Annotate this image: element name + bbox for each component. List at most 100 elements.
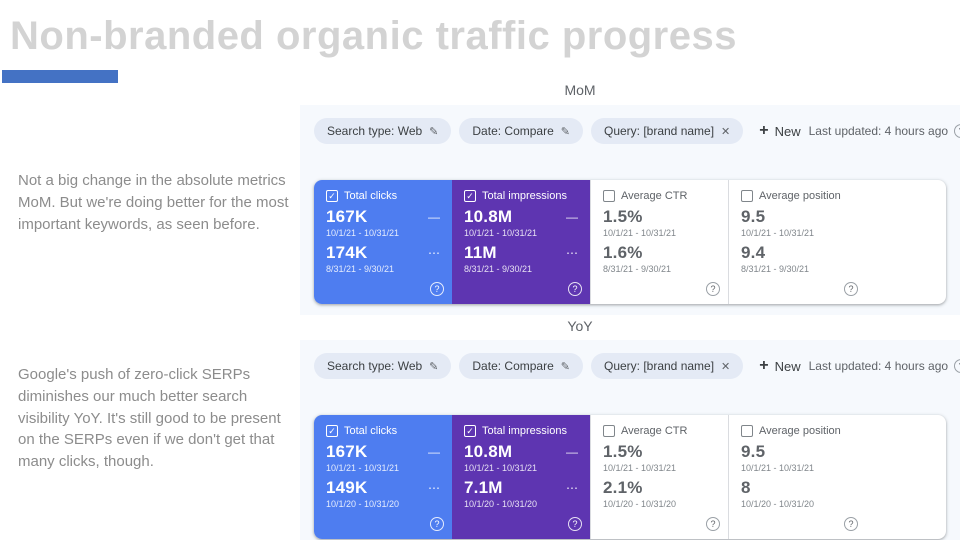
search-console-panel-yoy: Search type: Web ✎ Date: Compare ✎ Query… [300,340,960,540]
filter-bar: Search type: Web ✎ Date: Compare ✎ Query… [300,340,960,379]
metric-card-total-clicks[interactable]: ✓ Total clicks 167K — 10/1/21 - 10/31/21… [314,180,452,304]
filter-chip-date[interactable]: Date: Compare ✎ [459,118,583,144]
dash-icon: — [566,210,578,224]
ellipsis-icon: ⋯ [428,246,440,260]
metric-value-current: 1.5% [603,442,643,461]
metric-card-header: Average CTR [603,190,716,202]
last-updated-text: Last updated: 4 hours ago [808,124,949,138]
checkbox-unchecked[interactable] [603,425,615,437]
metric-card-title: Total clicks [344,425,398,437]
checkbox-checked[interactable]: ✓ [326,425,338,437]
metric-period-current: 10/1/21 - 10/31/21 [741,228,815,238]
filter-chip-label: Query: [brand name] [603,359,715,373]
filter-chip-search-type[interactable]: Search type: Web ✎ [314,118,452,144]
help-icon[interactable]: ? [568,517,582,531]
metric-value-previous: 149K [326,478,368,497]
help-icon[interactable]: ? [430,517,444,531]
metric-period-previous: 8/31/21 - 9/30/21 [603,264,672,274]
metric-card-title: Average CTR [621,190,688,202]
metric-card-header: ✓ Total impressions [464,425,578,437]
metric-value-previous: 9.4 [741,243,766,262]
metric-card-title: Average position [759,425,841,437]
metric-card-average-ctr[interactable]: Average CTR 1.5% 10/1/21 - 10/31/21 2.1%… [590,415,728,539]
metric-value-previous: 8 [741,478,751,497]
new-filter-button[interactable]: + New [759,357,800,375]
close-icon[interactable]: ✕ [721,360,731,373]
metric-card-average-position[interactable]: Average position 9.5 10/1/21 - 10/31/21 … [728,415,866,539]
metric-card-total-impressions[interactable]: ✓ Total impressions 10.8M — 10/1/21 - 10… [452,180,590,304]
metric-card-total-impressions[interactable]: ✓ Total impressions 10.8M — 10/1/21 - 10… [452,415,590,539]
checkbox-checked[interactable]: ✓ [464,190,476,202]
metric-value-current: 167K [326,442,368,461]
filter-chip-search-type[interactable]: Search type: Web ✎ [314,353,452,379]
metric-value-current: 9.5 [741,207,766,226]
close-icon[interactable]: ✕ [721,125,731,138]
checkbox-checked[interactable]: ✓ [464,425,476,437]
metric-value-previous: 7.1M [464,478,503,497]
help-icon[interactable]: ? [844,517,858,531]
metric-card-average-ctr[interactable]: Average CTR 1.5% 10/1/21 - 10/31/21 1.6%… [590,180,728,304]
help-icon[interactable]: ? [844,282,858,296]
note-yoy: Google's push of zero-click SERPs dimini… [18,366,281,470]
search-console-panel-mom: Search type: Web ✎ Date: Compare ✎ Query… [300,105,960,315]
filter-chip-query[interactable]: Query: [brand name] ✕ [590,118,744,144]
page-title: Non-branded organic traffic progress [10,14,737,58]
metric-value-current: 10.8M [464,442,513,461]
metric-value-current: 9.5 [741,442,766,461]
metric-value-previous: 174K [326,243,368,262]
filter-chip-label: Date: Compare [472,124,554,138]
edit-icon: ✎ [560,360,570,373]
help-icon[interactable]: ? [568,282,582,296]
last-updated: Last updated: 4 hours ago ? [809,124,960,138]
edit-icon: ✎ [429,125,439,138]
note-mom: Not a big change in the absolute metrics… [18,172,289,233]
metric-card-header: ✓ Total impressions [464,190,578,202]
metric-card-average-position[interactable]: Average position 9.5 10/1/21 - 10/31/21 … [728,180,866,304]
ellipsis-icon: ⋯ [566,481,578,495]
metric-period-previous: 10/1/20 - 10/31/20 [603,499,677,509]
filter-chip-label: Search type: Web [327,124,423,138]
help-icon[interactable]: ? [706,517,720,531]
filter-chip-query[interactable]: Query: [brand name] ✕ [590,353,744,379]
metric-value-current: 167K [326,207,368,226]
metric-period-previous: 8/31/21 - 9/30/21 [741,264,810,274]
filter-bar: Search type: Web ✎ Date: Compare ✎ Query… [300,105,960,144]
new-filter-label: New [774,358,801,374]
dash-icon: — [428,210,440,224]
checkbox-unchecked[interactable] [603,190,615,202]
metric-period-current: 10/1/21 - 10/31/21 [741,463,815,473]
metric-cards: ✓ Total clicks 167K — 10/1/21 - 10/31/21… [314,415,946,539]
accent-bar [2,70,118,83]
panel-label-yoy: YoY [567,318,593,334]
metric-card-total-clicks[interactable]: ✓ Total clicks 167K — 10/1/21 - 10/31/21… [314,415,452,539]
metric-card-title: Total clicks [344,190,398,202]
metric-period-current: 10/1/21 - 10/31/21 [464,228,538,238]
edit-icon: ✎ [560,125,570,138]
checkbox-checked[interactable]: ✓ [326,190,338,202]
new-filter-label: New [774,123,801,139]
metric-card-header: Average position [741,190,854,202]
help-icon[interactable]: ? [430,282,444,296]
metric-value-previous: 2.1% [603,478,643,497]
add-icon: + [759,122,769,139]
metric-period-previous: 10/1/20 - 10/31/20 [464,499,538,509]
checkbox-unchecked[interactable] [741,425,753,437]
help-icon[interactable]: ? [954,359,960,373]
metric-card-title: Average position [759,190,841,202]
metric-card-header: Average position [741,425,854,437]
ellipsis-icon: ⋯ [566,246,578,260]
metric-value-previous: 1.6% [603,243,643,262]
checkbox-unchecked[interactable] [741,190,753,202]
edit-icon: ✎ [429,360,439,373]
metric-cards: ✓ Total clicks 167K — 10/1/21 - 10/31/21… [314,180,946,304]
panel-label-mom: MoM [564,82,596,98]
metric-card-title: Average CTR [621,425,688,437]
dash-icon: — [566,445,578,459]
metric-period-current: 10/1/21 - 10/31/21 [464,463,538,473]
metric-card-header: ✓ Total clicks [326,425,440,437]
help-icon[interactable]: ? [954,124,960,138]
filter-chip-date[interactable]: Date: Compare ✎ [459,353,583,379]
new-filter-button[interactable]: + New [759,122,800,140]
help-icon[interactable]: ? [706,282,720,296]
